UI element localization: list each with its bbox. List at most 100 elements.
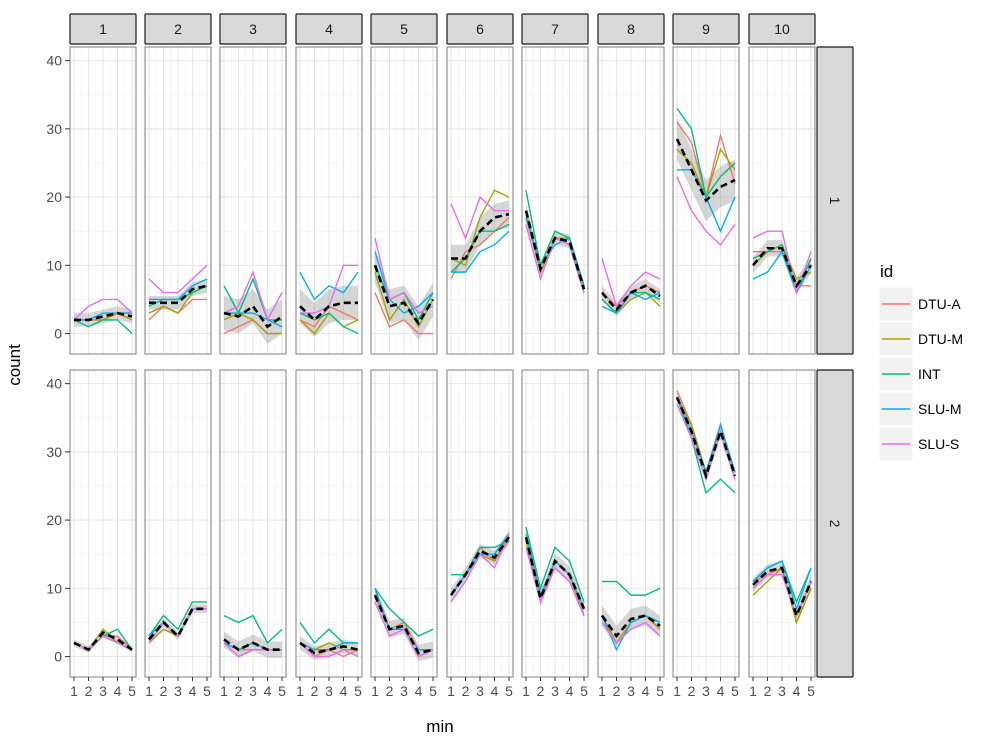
y-tick-label: 0 [54,649,62,665]
panel-row2-col7 [521,369,589,678]
mean-confidence-band [375,248,433,341]
x-tick-label: 5 [429,683,437,699]
legend-label: SLU-M [918,401,962,417]
series-line-slu-s [525,547,585,616]
series-line-dtu-m [223,312,282,335]
x-tick-label: 3 [702,683,710,699]
series-line-dtu-a [374,292,433,335]
mean-line [73,631,133,652]
series-line-slu-s [752,573,812,618]
series-line-int [73,319,133,335]
panel-border [144,46,212,355]
x-tick-label: 1 [296,683,304,699]
row-strip-2 [816,369,854,678]
series-line-int [676,397,736,495]
row-strip-1 [816,46,854,355]
x-tick-label: 1 [673,683,681,699]
series-line-slu-m [149,278,208,301]
legend-item-dtu-a: DTU-A [878,286,961,322]
panel-row2-col2 [144,369,212,678]
series-line-slu-s [676,176,736,246]
x-tick-label: 4 [717,683,725,699]
mean-confidence-band [753,240,811,294]
x-tick-label: 2 [235,683,243,699]
y-tick-label: 30 [46,444,62,460]
mean-confidence-band [224,631,282,658]
x-tick-label: 1 [522,683,530,699]
col-strip-7 [521,13,589,45]
col-strip-4 [295,13,363,45]
x-tick-label: 4 [340,683,348,699]
x-tick-label: 2 [311,683,319,699]
mean-line [299,641,359,655]
x-tick-label: 4 [566,683,574,699]
panel-border [446,46,514,355]
x-tick-label: 4 [114,683,122,699]
mean-line [752,246,813,289]
mean-line [299,301,358,322]
facet-grid: 1 2 3 4 5 6 7 8 9 10 1 2 [69,13,854,678]
panel-border [672,46,740,355]
y-tick-label: 10 [46,257,62,273]
mean-line [373,594,434,655]
x-tick-label: 4 [642,683,650,699]
series-line-slu-s [601,621,661,644]
panel-border [370,46,438,355]
legend-label: DTU-M [918,331,963,347]
x-tick-label: 1 [220,683,228,699]
col-strip-1 [69,13,137,45]
x-tick-label: 2 [160,683,168,699]
series-line-int [148,601,207,637]
panel-row1-col8 [597,46,665,355]
col-strip-3 [219,13,287,45]
series-line-slu-m [752,250,812,295]
panel-row1-col4 [295,46,363,355]
panel-row1-col9 [672,46,740,355]
y-tick-label: 20 [46,189,62,205]
legend-label: DTU-A [918,296,961,312]
col-strip-label-1: 1 [99,21,107,37]
x-tick-label: 4 [793,683,801,699]
mean-line [223,638,282,652]
x-tick-label: 5 [731,683,739,699]
series-line-slu-s [601,258,661,308]
x-tick-label: 5 [278,683,286,699]
mean-line [74,311,133,322]
mean-confidence-band [375,586,433,662]
legend-label: INT [918,366,941,382]
col-strip-label-8: 8 [627,21,635,37]
x-tick-label: 5 [354,683,362,699]
series-line-slu-s [450,533,510,603]
series-line-slu-s [374,237,434,314]
x-tick-label: 3 [400,683,408,699]
series-line-slu-s [73,635,133,651]
mean-confidence-band [451,530,509,602]
mean-confidence-band [677,118,735,221]
x-tick-label: 2 [85,683,93,699]
x-tick-label: 3 [325,683,333,699]
y-axes: 0 10 20 30 40 0 10 20 30 40 [46,53,70,665]
series-line-int [223,277,282,321]
series-line-int [602,580,661,596]
mean-line [449,536,511,596]
panel-row2-col6 [446,369,514,678]
mean-line [675,138,736,203]
series-line-slu-s [374,601,434,658]
col-strip-6 [446,13,514,45]
y-tick-label: 40 [46,376,62,392]
mean-line [752,566,813,620]
mean-confidence-band [753,561,811,623]
series-line-int [525,526,585,603]
series-line-slu-s [223,642,282,658]
series-line-slu-s [73,298,133,321]
col-strip-label-6: 6 [476,21,484,37]
panel-row1-col7 [521,46,589,355]
mean-line [373,264,435,326]
x-tick-label: 3 [249,683,257,699]
x-tick-label: 5 [128,683,136,699]
panel-row2-col10 [748,369,816,678]
x-tick-label: 5 [807,683,815,699]
series-line-slu-s [299,642,359,658]
x-tick-label: 5 [505,683,513,699]
